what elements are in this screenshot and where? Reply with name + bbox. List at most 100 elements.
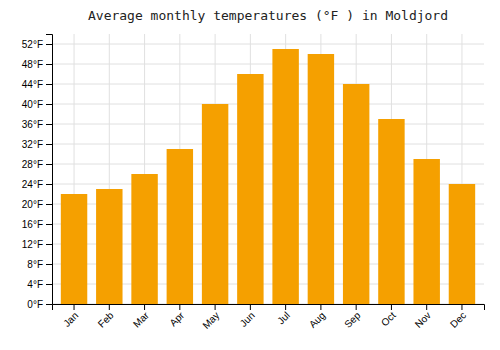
x-tick-mark [109,304,110,310]
bar [237,74,263,304]
bar [167,149,193,304]
y-tick-mark [46,184,52,185]
x-tick: May [200,304,221,331]
grid-line [52,44,484,45]
x-tick: Feb [96,304,116,330]
grid-line [52,84,484,85]
bar [272,49,298,304]
x-tick-mark [426,304,427,310]
y-tick-label: 36°F [22,119,43,130]
y-tick: 16°F [22,219,52,230]
y-tick-mark [46,104,52,105]
bar [131,174,157,304]
x-tick-mark [179,304,180,310]
y-axis-line [46,35,53,305]
y-tick-label: 40°F [22,99,43,110]
x-tick-label: Dec [448,310,468,330]
y-tick-mark [46,264,52,265]
bar [202,104,228,304]
y-tick-label: 44°F [22,79,43,90]
x-tick: Apr [167,304,186,328]
y-tick-label: 4°F [27,279,43,290]
y-tick-mark [46,284,52,285]
bar [413,159,439,304]
x-tick: Nov [413,304,433,330]
y-tick-mark [46,164,52,165]
y-tick-mark [46,144,52,145]
y-tick: 8°F [27,259,52,270]
bar [96,189,122,304]
grid-line [52,64,484,65]
grid-line [52,104,484,105]
x-tick-mark [391,304,392,310]
x-tick-label: Nov [413,310,433,330]
y-tick: 44°F [22,79,52,90]
y-tick: 12°F [22,239,52,250]
x-tick-label: Feb [96,309,116,329]
y-axis: 0°F 4°F 8°F 12°F 16°F 20°F 24°F 28°F 32°F 36°F 40°… [22,35,53,310]
x-tick-mark [320,304,321,310]
y-tick-mark [46,84,52,85]
chart: 0°F 4°F 8°F 12°F 16°F 20°F 24°F 28°F 32°F 36°F 40°… [0,0,500,350]
y-tick-label: 32°F [22,139,43,150]
x-tick-mark [461,304,462,310]
x-tick-label: Aug [307,310,327,330]
y-tick-label: 8°F [27,259,43,270]
y-tick: 52°F [22,39,52,50]
y-tick-label: 28°F [22,159,43,170]
y-tick: 20°F [22,199,52,210]
x-axis: Jan Feb Mar Apr May Jun Jul Aug Sep Oct Nov Dec [53,304,485,331]
x-tick-mark [285,304,286,310]
x-tick-label: Mar [131,309,151,329]
y-tick: 28°F [22,159,52,170]
x-tick-mark [215,304,216,310]
title: Average monthly temperatures (°F ) in Mo… [88,8,448,23]
y-tick: 40°F [22,99,52,110]
grid-line [52,144,484,145]
x-tick: Mar [131,304,151,330]
x-tick-mark [74,304,75,310]
grid [52,34,484,304]
x-tick: Jan [61,304,80,329]
y-tick: 48°F [22,59,52,70]
y-tick-label: 0°F [27,299,43,310]
y-tick-label: 12°F [22,239,43,250]
x-axis-line [53,305,485,311]
y-tick-mark [46,224,52,225]
y-tick-mark [46,244,52,245]
x-tick-label: Sep [342,309,363,330]
y-tick-mark [46,304,52,305]
x-tick-label: May [200,310,221,331]
bar [378,119,404,304]
bar [343,84,369,304]
x-tick-mark [356,304,357,310]
y-tick: 0°F [27,299,52,310]
y-tick: 36°F [22,119,52,130]
y-tick-label: 52°F [22,39,43,50]
x-tick: Oct [379,304,398,328]
x-tick: Sep [342,304,363,330]
x-tick-label: Jul [275,310,292,327]
y-tick-label: 20°F [22,199,43,210]
bar [61,194,87,304]
x-tick: Jul [275,304,292,326]
x-tick: Aug [307,304,327,330]
x-tick: Jun [238,304,257,329]
y-tick-mark [46,124,52,125]
y-tick: 24°F [22,179,52,190]
bars [61,49,475,304]
y-tick-mark [46,44,52,45]
y-tick-mark [46,204,52,205]
x-tick-mark [250,304,251,310]
x-tick-label: Oct [379,310,398,329]
x-tick-mark [144,304,145,310]
x-tick: Dec [448,304,468,330]
y-tick-label: 48°F [22,59,43,70]
x-tick-label: Jun [238,310,257,329]
y-tick-label: 24°F [22,179,43,190]
bar [308,54,334,304]
y-tick: 4°F [27,279,52,290]
y-tick-mark [46,64,52,65]
plot: 0°F 4°F 8°F 12°F 16°F 20°F 24°F 28°F 32°F 36°F 40°… [22,34,485,331]
y-tick: 32°F [22,139,52,150]
